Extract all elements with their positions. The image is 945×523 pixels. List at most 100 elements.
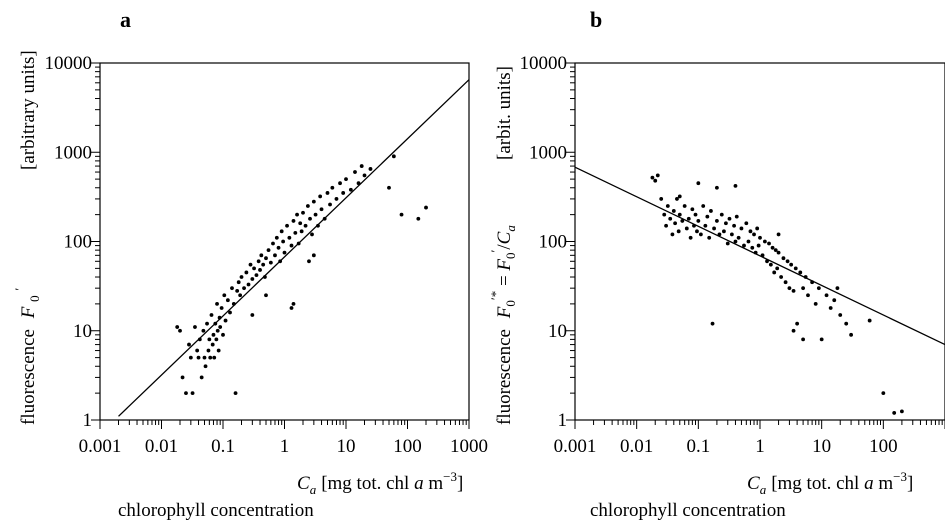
scatter-point	[424, 205, 428, 210]
scatter-point	[701, 204, 706, 208]
scatter-point	[313, 212, 318, 217]
y-tick-label: 100	[64, 232, 93, 253]
panel-a-ylabel-symbol: F	[18, 306, 39, 319]
scatter-point	[264, 256, 268, 261]
scatter-point	[301, 210, 305, 215]
scatter-point	[671, 209, 676, 213]
scatter-point	[892, 411, 897, 415]
scatter-point	[835, 286, 840, 291]
scatter-point	[709, 209, 713, 213]
scatter-point	[779, 275, 784, 279]
y-tick-label: 10000	[520, 53, 568, 74]
scatter-point	[235, 288, 240, 293]
scatter-point	[268, 260, 273, 265]
scatter-point	[746, 239, 751, 244]
scatter-point	[209, 313, 214, 317]
scatter-point	[303, 223, 308, 228]
panel-b-xlabel-sub: chlorophyll concentration	[590, 500, 786, 521]
scatter-point	[298, 221, 303, 226]
scatter-point	[707, 235, 712, 240]
scatter-point	[776, 232, 781, 237]
scatter-point	[287, 235, 292, 240]
scatter-point	[787, 286, 792, 291]
scatter-point	[416, 216, 421, 221]
scatter-point	[271, 241, 275, 246]
y-tick-label: 1000	[529, 142, 567, 163]
scatter-point	[733, 183, 738, 188]
scatter-point	[175, 325, 180, 329]
scatter-point	[819, 337, 824, 342]
scatter-point	[193, 325, 197, 329]
scatter-point	[391, 154, 396, 159]
scatter-point	[282, 250, 287, 255]
panel-a-ylabel: fluorescence F 0 ′	[12, 288, 44, 425]
scatter-point	[742, 243, 746, 248]
y-tick-label: 10	[548, 321, 567, 342]
x-tick-label: 100	[393, 436, 422, 457]
scatter-point	[838, 313, 843, 317]
scatter-point	[677, 212, 682, 217]
scatter-point	[261, 262, 266, 267]
scatter-point	[690, 207, 695, 212]
panel-b-ylabel: fluorescence F0′* = F0′/Ca	[488, 225, 518, 425]
scatter-point	[867, 318, 872, 323]
scatter-point	[359, 164, 364, 168]
scatter-point	[259, 253, 264, 258]
scatter-point	[244, 270, 249, 275]
scatter-point	[677, 194, 682, 199]
panel-b-plot-frame	[574, 62, 945, 421]
panel-a-ticks	[91, 62, 470, 429]
y-tick-label: 1000	[54, 142, 92, 163]
scatter-point	[710, 321, 715, 326]
scatter-point	[233, 391, 238, 396]
scatter-point	[670, 232, 675, 237]
scatter-point	[655, 173, 660, 178]
y-tick-label: 1	[83, 410, 93, 431]
scatter-point	[705, 214, 710, 219]
scatter-point	[725, 241, 730, 246]
scatter-point	[348, 187, 353, 192]
scatter-point	[221, 332, 225, 337]
panel-a-ylabel-main: fluorescence	[18, 329, 39, 425]
scatter-point	[767, 241, 771, 246]
scatter-point	[828, 306, 833, 310]
panel-b-fit-line	[574, 166, 945, 346]
scatter-point	[219, 306, 224, 310]
scatter-point	[770, 245, 775, 250]
scatter-point	[319, 207, 324, 212]
scatter-point	[684, 226, 689, 231]
scatter-point	[325, 191, 330, 195]
scatter-point	[187, 342, 191, 347]
scatter-point	[212, 355, 217, 360]
scatter-point	[208, 355, 213, 360]
scatter-point	[218, 325, 223, 329]
y-tick-label: 1	[558, 410, 568, 431]
scatter-point	[223, 318, 228, 323]
scatter-point	[724, 221, 728, 226]
scatter-point	[311, 199, 316, 204]
x-tick-label: 1000	[450, 436, 488, 457]
scatter-point	[338, 181, 342, 186]
scatter-point	[849, 332, 853, 337]
x-tick-label: 0.01	[620, 436, 653, 457]
panel-b-ylabel-unit: [arbit. units]	[494, 66, 515, 160]
scatter-point	[274, 235, 279, 240]
scatter-point	[387, 185, 391, 190]
scatter-point	[250, 313, 255, 317]
scatter-point	[341, 191, 346, 195]
x-tick-label: 10	[337, 436, 356, 457]
panel-a-xlabel: Ca [mg tot. chl a m−3]	[297, 469, 463, 497]
scatter-point	[756, 243, 761, 248]
scatter-point	[318, 194, 323, 199]
scatter-point	[242, 286, 246, 291]
scatter-point	[676, 229, 681, 234]
scatter-point	[307, 259, 311, 264]
scatter-point	[899, 409, 904, 414]
scatter-point	[832, 298, 837, 303]
scatter-point	[733, 239, 738, 244]
scatter-point	[791, 288, 796, 293]
scatter-point	[248, 262, 253, 267]
scatter-point	[285, 223, 289, 228]
scatter-point	[675, 197, 679, 201]
